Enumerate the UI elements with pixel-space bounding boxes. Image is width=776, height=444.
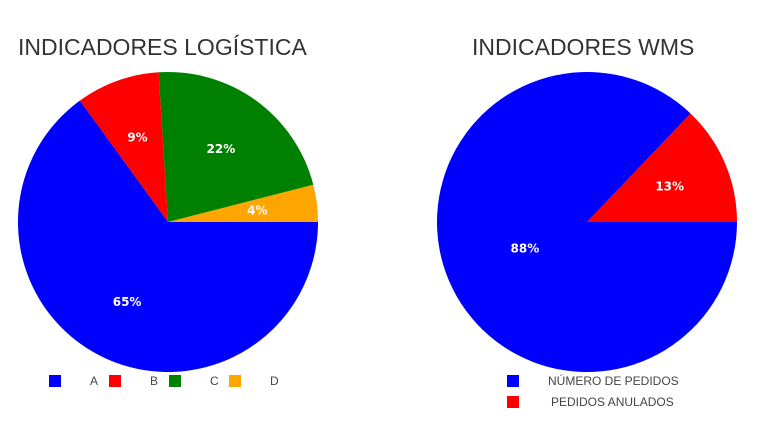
pie-slice-b[interactable] [79, 72, 168, 222]
chart-title-wms: INDICADORES WMS [472, 34, 695, 60]
slice-label-a: 65% [113, 295, 142, 309]
legend-label-pedidos-anulados: PEDIDOS ANULADOS [551, 395, 674, 409]
legend-swatch-numero-de-pedidos [507, 375, 519, 387]
pie-logistica: 4% 22% 9% 65% [18, 72, 319, 373]
legend-swatch-a [49, 375, 61, 387]
pie-slice-pedidos-anulados[interactable] [587, 113, 737, 222]
legend-label-d: D [270, 374, 279, 388]
pie-slice-numero-de-pedidos[interactable] [437, 72, 737, 373]
pie-slice-a[interactable] [18, 100, 319, 373]
legend-label-numero-de-pedidos: NÚMERO DE PEDIDOS [548, 374, 679, 388]
legend-swatch-c [169, 375, 181, 387]
slice-label-pedidos-anulados: 13% [655, 180, 684, 194]
pie-slice-c[interactable] [158, 72, 314, 223]
chart-title-logistica: INDICADORES LOGÍSTICA [18, 34, 307, 60]
pie-slice-d[interactable] [168, 184, 318, 222]
slice-label-b: 9% [127, 130, 147, 144]
slice-label-c: 22% [207, 142, 236, 156]
legend-swatch-b [109, 375, 121, 387]
legend-swatch-pedidos-anulados [507, 396, 519, 408]
legend-label-b: B [150, 374, 159, 388]
legend-swatch-d [229, 375, 241, 387]
legend-label-a: A [90, 374, 99, 388]
slice-label-numero-de-pedidos: 88% [511, 242, 540, 256]
slice-label-d: 4% [247, 204, 267, 218]
legend-label-c: C [210, 374, 219, 388]
pie-wms: 13% 88% [437, 72, 737, 373]
